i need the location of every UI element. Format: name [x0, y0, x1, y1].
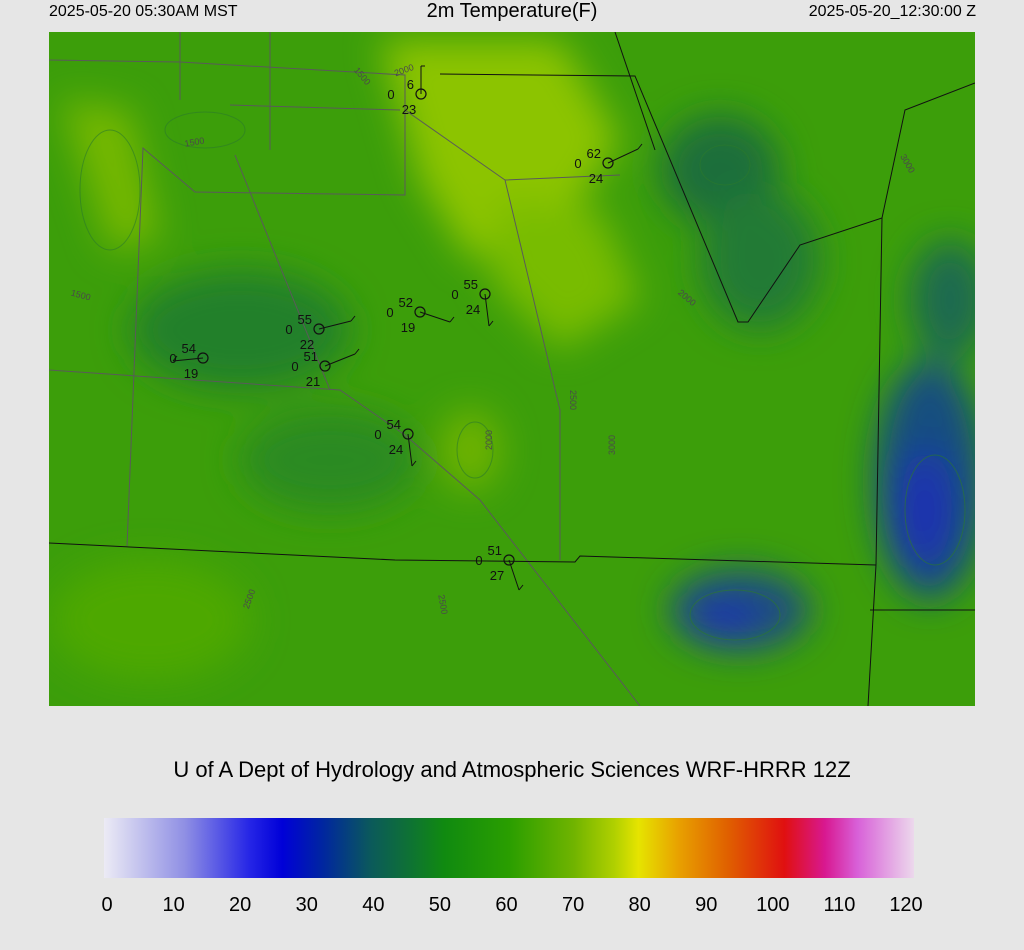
station-circle — [313, 323, 325, 335]
station-circle — [602, 157, 614, 169]
station-circle — [479, 288, 491, 300]
station-dewpoint: 22 — [300, 337, 314, 352]
colorbar-tick-label: 120 — [889, 894, 923, 916]
colorbar-tick-label: 60 — [495, 894, 518, 916]
wind-barb-flag — [354, 348, 360, 355]
station-temperature: 51 — [304, 349, 318, 364]
station-sky-cover: 0 — [386, 305, 393, 320]
colorbar-tick-label: 10 — [162, 894, 185, 916]
station-dewpoint: 19 — [401, 320, 415, 335]
wind-barb-flag — [637, 143, 643, 150]
station-dewpoint: 19 — [184, 366, 198, 381]
station-temperature: 6 — [407, 77, 414, 92]
station-circle — [197, 352, 209, 364]
contour-label: 2000 — [484, 430, 494, 450]
station-sky-cover: 0 — [451, 287, 458, 302]
station-temperature: 54 — [182, 341, 196, 356]
wind-barb-flag — [518, 584, 524, 591]
station-circle — [414, 306, 426, 318]
colorbar-tick-label: 30 — [295, 894, 318, 916]
contour-label: 3000 — [607, 435, 617, 455]
station-dewpoint: 21 — [306, 374, 320, 389]
wind-barb-flag — [172, 355, 178, 362]
station-dewpoint: 23 — [402, 102, 416, 117]
station-temperature: 55 — [464, 277, 478, 292]
colorbar-tick-label: 20 — [229, 894, 252, 916]
station-temperature: 51 — [488, 543, 502, 558]
station-temperature: 52 — [399, 295, 413, 310]
wind-barb-flag — [488, 320, 494, 327]
contour-label: 1500 — [184, 135, 205, 148]
state-borders — [49, 32, 975, 706]
station-sky-cover: 0 — [285, 322, 292, 337]
station-dewpoint: 24 — [466, 302, 480, 317]
station-dewpoint: 27 — [490, 568, 504, 583]
colorbar-tick-label: 0 — [101, 894, 113, 916]
valid-utc-time: 2025-05-20_12:30:00 Z — [808, 3, 976, 20]
station-temperature: 62 — [587, 146, 601, 161]
colorbar-tick-label: 100 — [756, 894, 790, 916]
station-temperature: 55 — [298, 312, 312, 327]
boundaries — [49, 32, 641, 706]
contour-label: 2500 — [568, 390, 578, 410]
contour-label: 2500 — [436, 594, 449, 615]
station-circle — [319, 360, 331, 372]
station-dewpoint: 24 — [389, 442, 403, 457]
valid-local-time: 2025-05-20 05:30AM MST — [49, 3, 238, 20]
station-sky-cover: 0 — [291, 359, 298, 374]
wind-barb-flag — [449, 316, 455, 323]
wind-barb-flag — [411, 460, 417, 467]
colorbar-tick-label: 70 — [561, 894, 585, 916]
station-sky-cover: 0 — [574, 156, 581, 171]
colorbar-tick-label: 110 — [823, 894, 856, 916]
station-sky-cover: 0 — [169, 351, 176, 366]
station-sky-cover: 0 — [374, 427, 381, 442]
colorbar-tick-label: 80 — [628, 894, 651, 916]
map-title: 2m Temperature(F) — [426, 0, 598, 22]
station-temperature: 54 — [387, 417, 401, 432]
colorbar-tick-label: 90 — [695, 894, 718, 916]
wind-barb-flag — [350, 315, 356, 322]
station-sky-cover: 0 — [387, 87, 394, 102]
credit: U of A Dept of Hydrology and Atmospheric… — [173, 757, 851, 782]
station-circle — [415, 88, 427, 100]
colorbar-tick-label: 40 — [362, 894, 385, 916]
station-circle — [402, 428, 414, 440]
station-dewpoint: 24 — [589, 171, 603, 186]
colorbar-tick-label: 50 — [428, 894, 452, 916]
colorbar — [104, 818, 914, 878]
station-sky-cover: 0 — [475, 553, 482, 568]
map: 1500150020001500200025003000200030002500… — [49, 32, 975, 706]
station-circle — [503, 554, 515, 566]
